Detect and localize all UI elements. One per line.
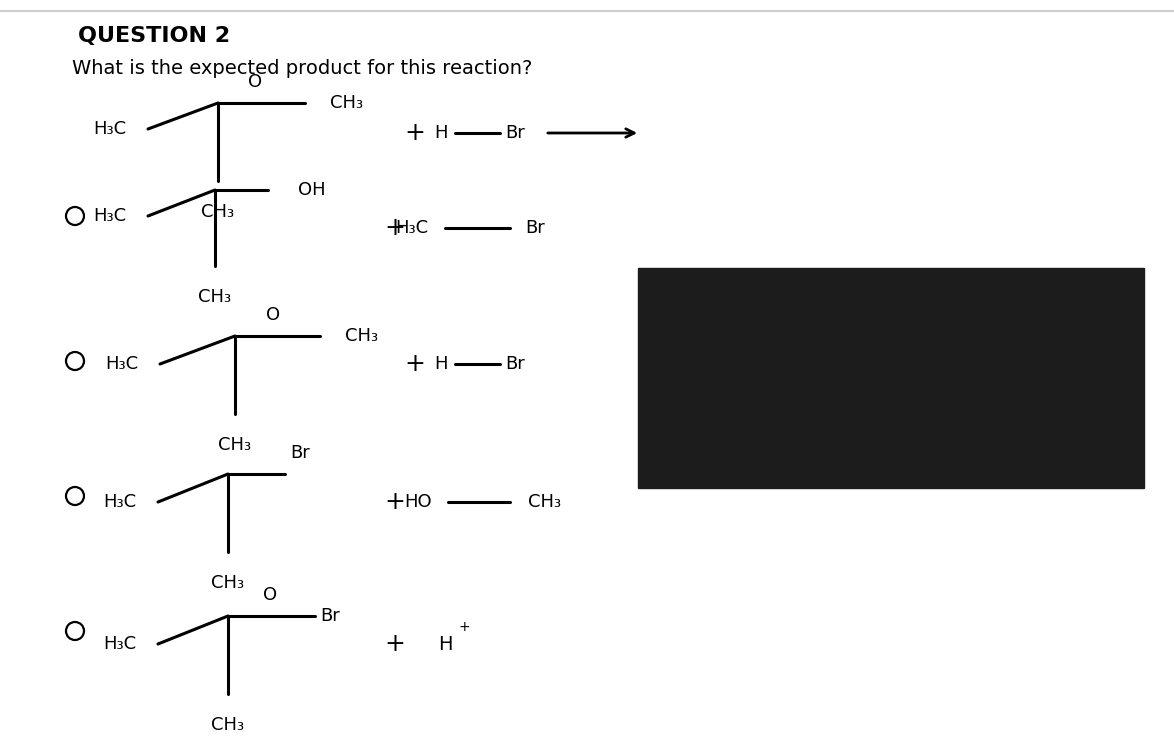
Text: Br: Br <box>525 219 545 237</box>
Text: H: H <box>438 635 452 653</box>
Text: H: H <box>434 355 447 373</box>
Text: HO: HO <box>404 493 432 511</box>
Text: CH₃: CH₃ <box>202 203 235 221</box>
Text: H₃C: H₃C <box>103 493 136 511</box>
Text: O: O <box>263 586 277 604</box>
Text: give Handwritten answer: give Handwritten answer <box>656 444 886 462</box>
Text: Br: Br <box>505 124 525 142</box>
Text: +: + <box>405 352 425 376</box>
Text: O: O <box>266 306 281 324</box>
Text: H₃C: H₃C <box>103 635 136 653</box>
Text: CH₃: CH₃ <box>345 327 378 345</box>
Text: CH₃: CH₃ <box>198 288 231 306</box>
Text: steps with reaction. don't: steps with reaction. don't <box>656 394 916 412</box>
Text: H₃C: H₃C <box>93 207 126 225</box>
Text: CH₃: CH₃ <box>528 493 561 511</box>
Text: +: + <box>385 490 405 514</box>
Text: H₃C: H₃C <box>104 355 139 373</box>
Text: H₃C: H₃C <box>394 219 429 237</box>
Text: +: + <box>405 121 425 145</box>
Text: +: + <box>385 216 405 240</box>
Text: H₃C: H₃C <box>93 120 126 138</box>
Text: Br: Br <box>505 355 525 373</box>
Text: Br: Br <box>321 607 339 625</box>
Text: H: H <box>434 124 447 142</box>
FancyBboxPatch shape <box>637 268 1143 488</box>
Text: CH₃: CH₃ <box>211 574 244 592</box>
Text: +: + <box>458 620 470 634</box>
Text: Give detailed Solution with: Give detailed Solution with <box>656 294 926 312</box>
Text: QUESTION 2: QUESTION 2 <box>77 26 230 46</box>
Text: +: + <box>385 632 405 656</box>
Text: CH₃: CH₃ <box>218 436 251 454</box>
Text: OH: OH <box>298 181 325 199</box>
Text: O: O <box>248 73 262 91</box>
Text: explanation needed of each: explanation needed of each <box>656 344 916 362</box>
Text: Br: Br <box>290 444 310 462</box>
Text: CH₃: CH₃ <box>330 94 363 112</box>
Text: What is the expected product for this reaction?: What is the expected product for this re… <box>72 58 532 78</box>
Text: CH₃: CH₃ <box>211 716 244 734</box>
